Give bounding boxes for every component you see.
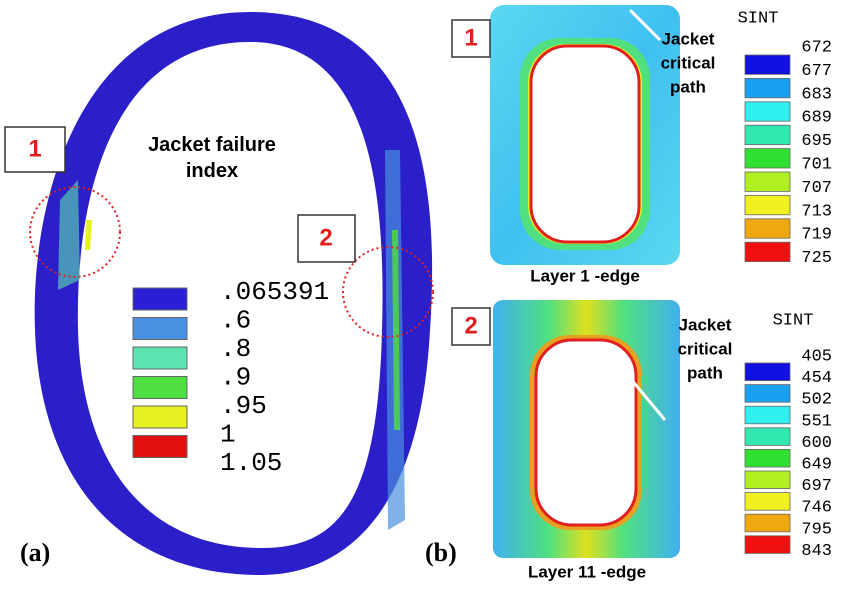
fea-view xyxy=(490,5,680,265)
caption: Layer 11 -edge xyxy=(528,562,646,581)
legend-label: .065391 xyxy=(220,277,329,307)
panel-label: (a) xyxy=(20,538,50,567)
legend-label: 843 xyxy=(801,542,832,561)
legend-swatch xyxy=(133,406,187,428)
title-line: index xyxy=(186,160,238,182)
legend-swatch xyxy=(745,514,790,532)
legend-label: 683 xyxy=(801,85,832,104)
legend-label: 695 xyxy=(801,132,832,151)
legend-label: 701 xyxy=(801,155,832,174)
legend-swatch xyxy=(133,288,187,310)
legend-label: .6 xyxy=(220,305,251,335)
legend-swatch xyxy=(133,318,187,340)
legend-label: 551 xyxy=(801,412,832,431)
legend-label: 405 xyxy=(801,347,832,366)
legend-swatch xyxy=(745,55,790,74)
legend-label: 1.05 xyxy=(220,448,282,478)
legend-swatch xyxy=(745,363,790,381)
legend-label: 713 xyxy=(801,202,832,221)
legend-label: 454 xyxy=(801,369,832,388)
legend-swatch xyxy=(745,428,790,446)
legend-label: 689 xyxy=(801,109,832,128)
legend-swatch xyxy=(133,377,187,399)
caption: Layer 1 -edge xyxy=(530,266,640,285)
legend-swatch xyxy=(745,536,790,554)
legend-swatch xyxy=(133,347,187,369)
legend-swatch xyxy=(745,78,790,97)
legend-swatch xyxy=(745,385,790,403)
annotation: Jacket xyxy=(662,29,715,48)
annotation: critical xyxy=(661,53,716,72)
annotation: Jacket xyxy=(679,315,732,334)
legend-swatch xyxy=(745,449,790,467)
legend-swatch xyxy=(745,149,790,168)
legend-swatch xyxy=(745,195,790,214)
legend-label: 746 xyxy=(801,499,832,518)
title-line: Jacket failure xyxy=(148,134,276,156)
annotation: path xyxy=(670,77,706,96)
legend-swatch xyxy=(745,471,790,489)
legend-label: 600 xyxy=(801,434,832,453)
marker: 1 xyxy=(464,24,477,51)
legend-label: 502 xyxy=(801,391,832,410)
legend-swatch xyxy=(745,102,790,121)
legend-swatch xyxy=(745,242,790,261)
legend-label: .8 xyxy=(220,334,251,364)
legend-swatch xyxy=(745,125,790,144)
legend-label: 707 xyxy=(801,179,832,198)
legend-label: 677 xyxy=(801,62,832,81)
legend-label: 725 xyxy=(801,249,832,268)
legend-swatch xyxy=(133,436,187,458)
legend-title: SINT xyxy=(738,9,779,28)
legend-label: 697 xyxy=(801,477,832,496)
annotation: critical xyxy=(678,339,733,358)
fea-view xyxy=(493,300,680,558)
legend-title: SINT xyxy=(773,311,814,330)
marker: 2 xyxy=(464,312,477,339)
legend-swatch xyxy=(745,406,790,424)
marker: 2 xyxy=(319,224,332,251)
marker: 1 xyxy=(28,135,41,162)
legend-label: .95 xyxy=(220,391,267,421)
legend-swatch xyxy=(745,219,790,238)
legend-label: .9 xyxy=(220,362,251,392)
legend-label: 1 xyxy=(220,419,236,449)
legend-swatch xyxy=(745,493,790,511)
legend-label: 719 xyxy=(801,226,832,245)
legend-label: 672 xyxy=(801,38,832,57)
legend-label: 649 xyxy=(801,455,832,474)
legend-label: 795 xyxy=(801,520,832,539)
panel-label: (b) xyxy=(425,538,457,567)
annotation: path xyxy=(687,363,723,382)
figure: 1 2 Jacket failure index (a) .065391.6.8.… xyxy=(0,0,843,594)
legend-swatch xyxy=(745,172,790,191)
